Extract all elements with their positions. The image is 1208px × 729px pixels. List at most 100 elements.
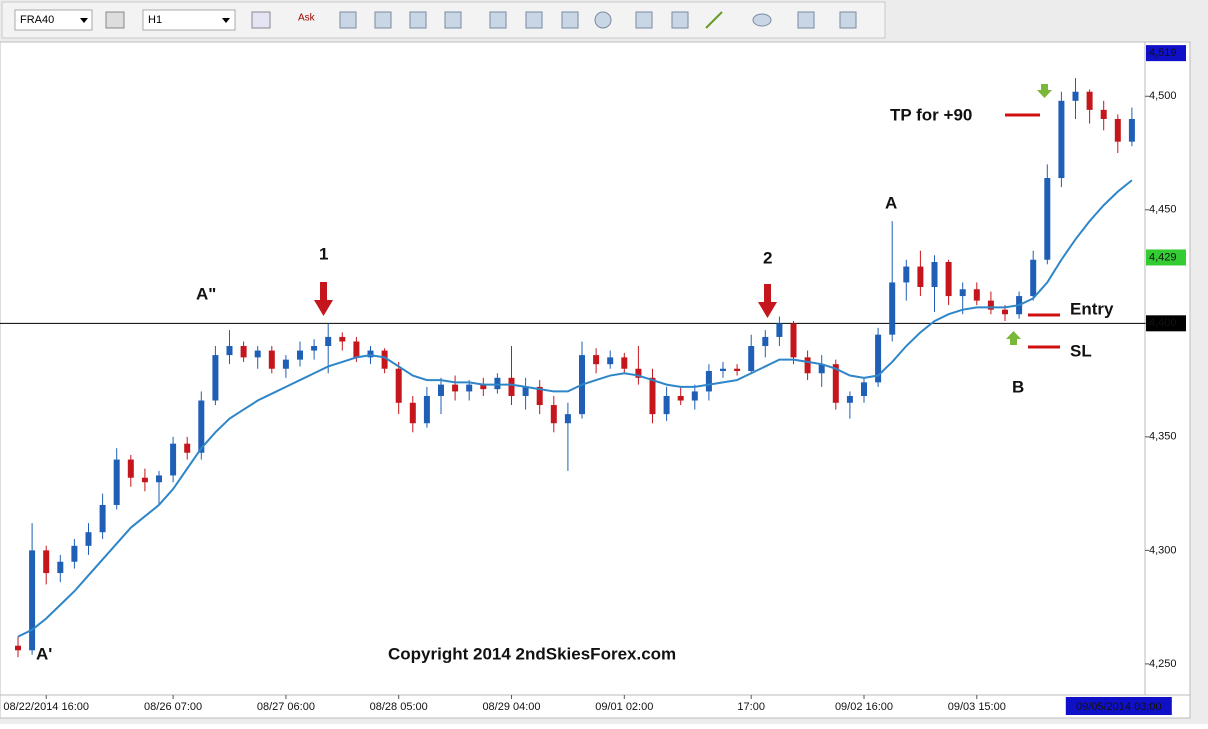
- candle-body: [889, 282, 896, 335]
- price-marker-bg: [1146, 249, 1186, 266]
- candle-body: [409, 402, 416, 424]
- price-marker-label: 4,519: [1149, 47, 1177, 59]
- candle-body: [931, 262, 938, 287]
- candle-body: [875, 334, 882, 383]
- candle-body: [790, 323, 797, 358]
- candle-body: [127, 459, 134, 478]
- candle-body: [494, 377, 501, 390]
- candle-body: [564, 414, 571, 424]
- annotation: B: [1012, 377, 1024, 396]
- icon[interactable]: [705, 11, 723, 29]
- x-tick-label: 17:00: [737, 701, 765, 713]
- candle-body: [1100, 109, 1107, 119]
- icon[interactable]: [339, 11, 357, 29]
- x-tick-label: 08/22/2014 16:00: [3, 701, 89, 713]
- x-tick-label: 09/02 16:00: [835, 701, 893, 713]
- icon[interactable]: [105, 11, 125, 29]
- candle-body: [1044, 178, 1051, 260]
- candle-body: [325, 336, 332, 347]
- timeframe: H1: [148, 14, 162, 26]
- candle-body: [57, 561, 64, 574]
- candle-body: [85, 532, 92, 546]
- candle-body: [268, 350, 275, 369]
- candle-body: [141, 477, 148, 483]
- icon[interactable]: [525, 11, 543, 29]
- dropdown-arrow: [80, 18, 88, 23]
- candle-body: [226, 346, 233, 356]
- signal-arrow: [758, 284, 777, 318]
- candle-body: [720, 368, 726, 371]
- icon[interactable]: [671, 11, 689, 29]
- candle-body: [861, 382, 867, 396]
- annotation: 2: [763, 248, 772, 267]
- candle-body: [254, 350, 261, 358]
- candle-body: [635, 368, 642, 378]
- marks: [0, 78, 1149, 699]
- candle-body: [762, 336, 769, 347]
- icon[interactable]: [409, 11, 427, 29]
- y-tick-label: 4,350: [1149, 431, 1177, 443]
- timeframe-select[interactable]: [142, 9, 236, 31]
- candle-body: [1128, 118, 1135, 142]
- icon[interactable]: [561, 11, 579, 29]
- candle-body: [917, 266, 924, 287]
- candle-body: [381, 350, 388, 369]
- annotation: 1: [319, 244, 328, 263]
- candle-body: [466, 384, 473, 392]
- candle-body: [43, 550, 50, 574]
- candle-body: [170, 443, 177, 476]
- quote[interactable]: Ask: [298, 13, 316, 24]
- icon[interactable]: [839, 11, 857, 29]
- candle-body: [438, 384, 444, 396]
- price-marker-label: 4,429: [1149, 251, 1177, 263]
- candle-body: [734, 368, 741, 371]
- candle-body: [212, 355, 219, 401]
- y-tick-label: 4,450: [1149, 204, 1177, 216]
- candle-body: [987, 300, 994, 310]
- candle-body: [705, 370, 712, 392]
- candle-body: [818, 364, 825, 374]
- candle-body: [776, 323, 783, 337]
- symbol-select[interactable]: [14, 9, 93, 31]
- signal-arrow: [1006, 331, 1021, 345]
- plot-area: [0, 41, 1146, 696]
- icon[interactable]: [251, 11, 271, 29]
- icon[interactable]: [489, 11, 507, 29]
- candle-body: [113, 459, 120, 505]
- y-tick-label: 4,250: [1149, 658, 1177, 670]
- annotation: TP for +90: [890, 105, 972, 124]
- candle-body: [804, 357, 811, 374]
- candle-body: [903, 266, 910, 283]
- candle-body: [29, 550, 36, 651]
- icon[interactable]: [374, 11, 392, 29]
- icon[interactable]: [444, 11, 462, 29]
- candle-body: [1086, 91, 1093, 110]
- toolbar-icons: [339, 11, 857, 29]
- time-axis: [0, 694, 1191, 719]
- candle-body: [240, 346, 247, 358]
- candle-body: [945, 262, 952, 297]
- candle-body: [15, 645, 21, 651]
- icon[interactable]: [635, 11, 653, 29]
- price-marker-bg: [1146, 315, 1186, 332]
- candle-body: [607, 357, 614, 365]
- candle-body: [395, 368, 402, 403]
- candle-body: [508, 377, 515, 396]
- dropdown-arrow: [222, 18, 230, 23]
- candle-body: [1072, 91, 1079, 101]
- candle-body: [1030, 259, 1037, 297]
- icon[interactable]: [752, 13, 772, 27]
- signal-arrow: [1037, 84, 1052, 98]
- candle-body: [99, 504, 106, 533]
- candle-body: [198, 400, 205, 453]
- candle-body: [522, 386, 529, 396]
- candle-body: [353, 341, 360, 358]
- annotation: A': [36, 644, 52, 663]
- candle-body: [593, 355, 600, 365]
- candle-body: [663, 395, 670, 415]
- candle-body: [480, 384, 487, 390]
- candle-body: [973, 289, 980, 301]
- icon[interactable]: [594, 11, 612, 29]
- icon[interactable]: [797, 11, 815, 29]
